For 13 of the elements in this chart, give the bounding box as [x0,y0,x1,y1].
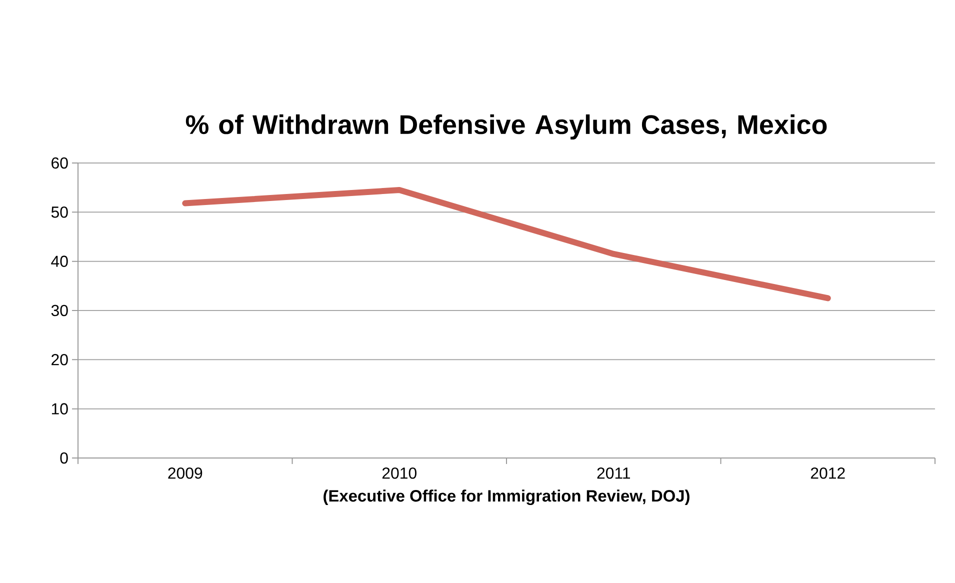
y-tick-label: 40 [51,256,68,267]
y-tick-label: 30 [51,304,68,316]
y-tick-label: 20 [52,354,68,366]
y-tick-label: 50 [51,206,68,218]
x-tick-label: 2011 [597,468,630,479]
y-tick-label: 60 [52,157,68,169]
x-tick-label: 2009 [168,468,202,479]
y-tick-label: 0 [60,452,68,464]
y-tick-label: 10 [52,403,68,414]
x-axis-title: (Executive Office for Immigration Review, DOJ) [324,490,690,506]
chart-title: % of Withdrawn Defensive Asylum Cases, Mexico [186,114,827,140]
x-tick-label: 2010 [382,468,416,479]
x-tick-label: 2012 [810,468,845,479]
